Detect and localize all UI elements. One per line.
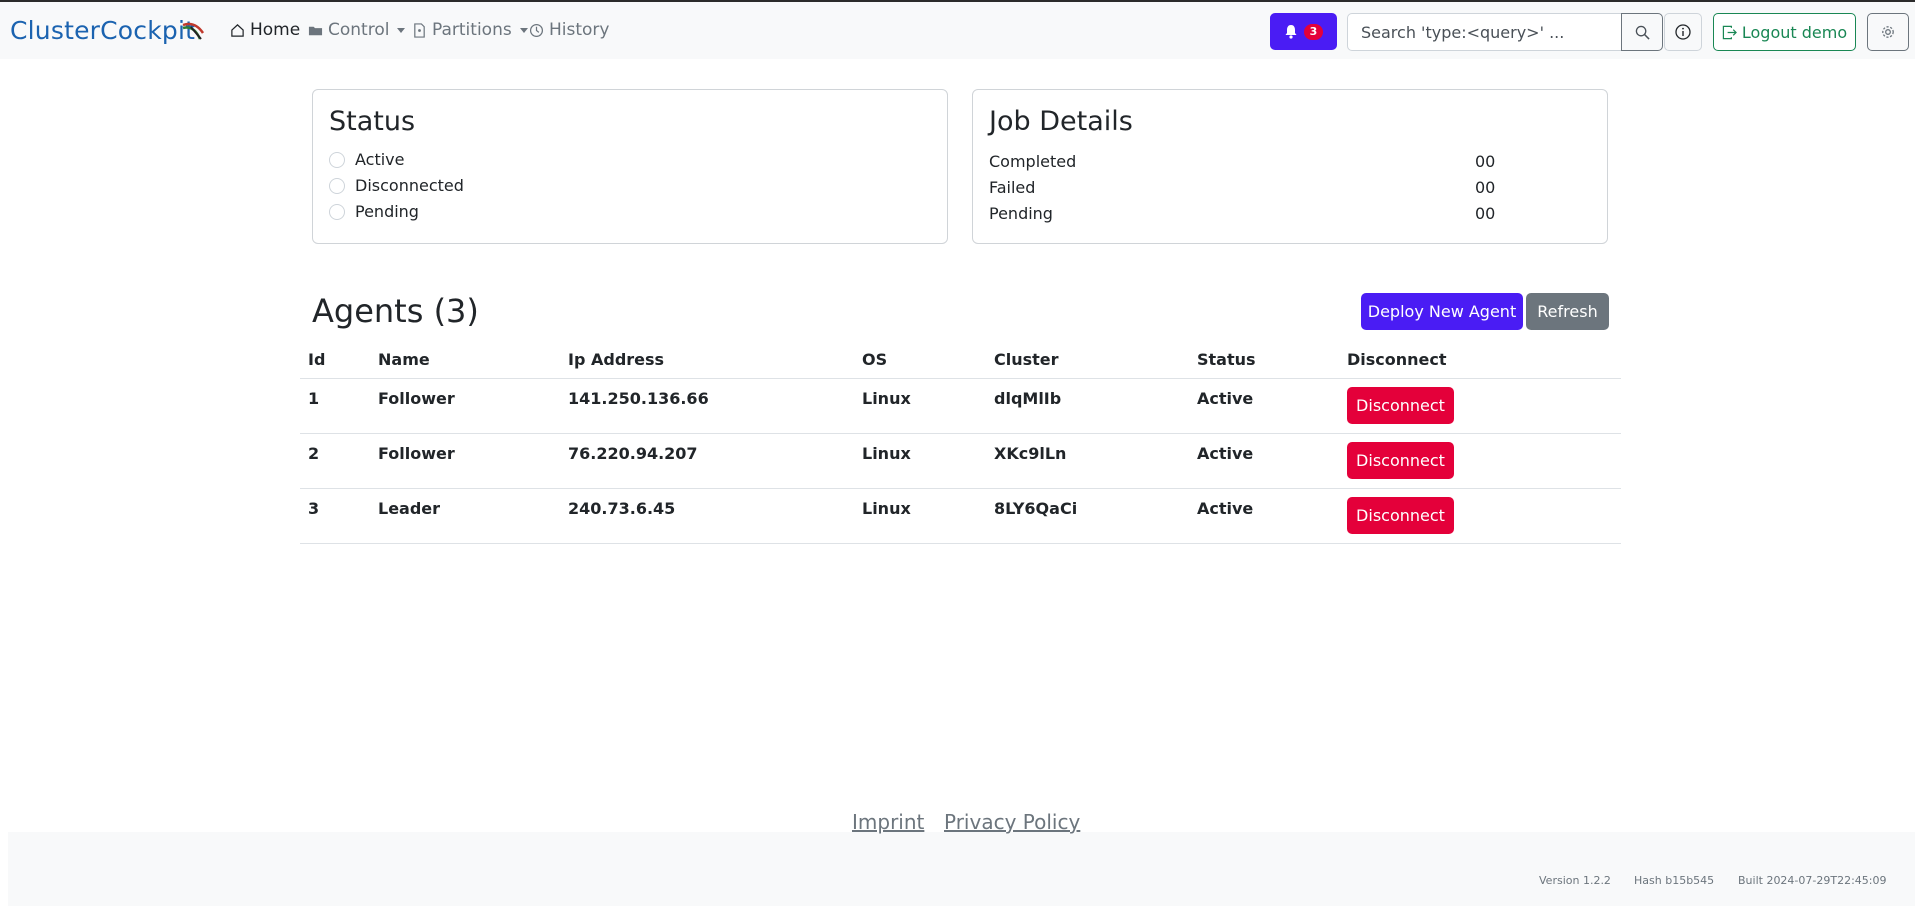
agent-action-cell: Disconnect: [1339, 488, 1621, 544]
navbar: ClusterCockpit Home Control Partitions H…: [0, 2, 1915, 59]
version-text: Version 1.2.2: [1539, 874, 1611, 887]
agent-status: Active: [1189, 488, 1339, 544]
file-icon: [414, 22, 425, 38]
nav-home[interactable]: Home: [230, 20, 300, 40]
privacy-policy-link[interactable]: Privacy Policy: [944, 810, 1081, 834]
footer: [8, 832, 1915, 906]
search-icon: [1635, 25, 1650, 40]
agents-title: Agents (3): [312, 292, 479, 330]
nav-history-label: History: [549, 20, 610, 40]
hash-text: Hash b15b545: [1634, 874, 1715, 887]
info-button[interactable]: [1664, 13, 1702, 51]
chevron-down-icon: [397, 27, 406, 33]
column-header-name: Name: [370, 342, 560, 379]
agent-status: Active: [1189, 378, 1339, 434]
nav-history[interactable]: History: [529, 20, 609, 40]
clock-history-icon: [529, 23, 544, 37]
radio-button[interactable]: [329, 177, 345, 194]
logout-icon: [1722, 25, 1737, 39]
agent-name: Follower: [370, 433, 560, 489]
agent-cluster: dlqMlIb: [986, 378, 1189, 434]
agent-status: Active: [1189, 433, 1339, 489]
nav-partitions-label: Partitions: [432, 20, 512, 40]
agent-name: Leader: [370, 488, 560, 544]
column-header-cluster: Cluster: [986, 342, 1189, 379]
logout-button[interactable]: Logout demo: [1713, 13, 1856, 51]
status-option-active[interactable]: Active: [329, 150, 405, 169]
agent-action-cell: Disconnect: [1339, 378, 1621, 434]
agent-ip: 76.220.94.207: [560, 433, 854, 489]
imprint-link[interactable]: Imprint: [852, 810, 925, 834]
status-option-pending[interactable]: Pending: [329, 202, 419, 221]
status-card: Status Active Disconnected Pending: [312, 89, 948, 244]
search-button[interactable]: [1621, 13, 1663, 51]
build-date-text: Built 2024-07-29T22:45:09: [1738, 874, 1887, 887]
top-border: [0, 0, 1915, 2]
column-header-disconnect: Disconnect: [1339, 342, 1621, 379]
agent-os: Linux: [854, 488, 986, 544]
job-failed-label: Failed: [989, 178, 1036, 197]
disconnect-button[interactable]: Disconnect: [1347, 496, 1454, 534]
job-pending-label: Pending: [989, 204, 1053, 223]
job-details-title: Job Details: [989, 106, 1133, 137]
job-details-card: Job Details Completed 00 Failed 00 Pendi…: [972, 89, 1608, 244]
refresh-button[interactable]: Refresh: [1526, 293, 1609, 330]
cockpit-logo-icon: [181, 19, 207, 47]
agents-table: Id Name Ip Address OS Cluster Status Dis…: [300, 342, 1621, 544]
settings-button[interactable]: [1867, 13, 1909, 51]
disconnect-button[interactable]: Disconnect: [1347, 386, 1454, 424]
disconnect-button[interactable]: Disconnect: [1347, 441, 1454, 479]
nav-home-label: Home: [250, 20, 301, 40]
agent-cluster: XKc9lLn: [986, 433, 1189, 489]
job-failed-value: 00: [1475, 178, 1496, 197]
nav-control-dropdown[interactable]: Control: [308, 20, 406, 40]
agent-os: Linux: [854, 378, 986, 434]
status-option-label: Active: [355, 150, 405, 169]
agent-id: 1: [300, 378, 370, 434]
job-completed-value: 00: [1475, 152, 1496, 171]
table-row: 1 Follower 141.250.136.66 Linux dlqMlIb …: [300, 378, 1621, 434]
column-header-os: OS: [854, 342, 986, 379]
chevron-down-icon: [519, 27, 528, 33]
house-icon: [231, 23, 244, 37]
nav-partitions-dropdown[interactable]: Partitions: [412, 20, 528, 40]
job-completed-label: Completed: [989, 152, 1077, 171]
logout-label: Logout demo: [1741, 22, 1848, 42]
radio-button[interactable]: [329, 151, 345, 168]
info-circle-icon: [1675, 24, 1691, 40]
agent-os: Linux: [854, 433, 986, 489]
gear-icon: [1882, 26, 1894, 38]
agent-ip: 141.250.136.66: [560, 378, 854, 434]
table-header-row: Id Name Ip Address OS Cluster Status Dis…: [300, 342, 1621, 379]
notification-count-badge: 3: [1303, 23, 1324, 40]
table-row: 2 Follower 76.220.94.207 Linux XKc9lLn A…: [300, 433, 1621, 489]
column-header-ip: Ip Address: [560, 342, 854, 379]
agent-cluster: 8LY6QaCi: [986, 488, 1189, 544]
search-input[interactable]: [1347, 13, 1622, 51]
status-option-label: Pending: [355, 202, 419, 221]
agent-id: 2: [300, 433, 370, 489]
agent-action-cell: Disconnect: [1339, 433, 1621, 489]
folder-icon: [308, 26, 323, 35]
brand-name[interactable]: ClusterCockpit: [10, 16, 196, 45]
status-option-label: Disconnected: [355, 176, 464, 195]
deploy-new-agent-button[interactable]: Deploy New Agent: [1361, 293, 1523, 330]
column-header-id: Id: [300, 342, 370, 379]
status-option-disconnected[interactable]: Disconnected: [329, 176, 464, 195]
bell-icon: [1285, 25, 1297, 39]
agent-id: 3: [300, 488, 370, 544]
agent-ip: 240.73.6.45: [560, 488, 854, 544]
status-card-title: Status: [329, 106, 416, 137]
job-pending-value: 00: [1475, 204, 1496, 223]
column-header-status: Status: [1189, 342, 1339, 379]
notifications-button[interactable]: 3: [1270, 13, 1337, 50]
table-row: 3 Leader 240.73.6.45 Linux 8LY6QaCi Acti…: [300, 488, 1621, 544]
nav-control-label: Control: [328, 20, 390, 40]
agent-name: Follower: [370, 378, 560, 434]
radio-button[interactable]: [329, 203, 345, 220]
